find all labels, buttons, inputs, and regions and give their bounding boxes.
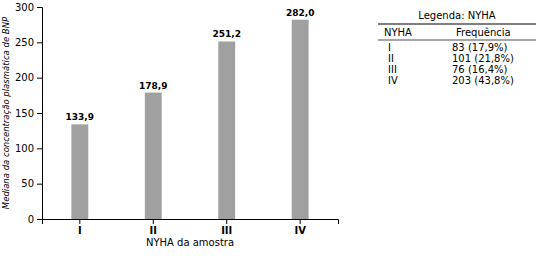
- bar: [292, 20, 309, 219]
- y-tick-mark: [37, 219, 42, 220]
- x-tick-label: III: [221, 225, 232, 236]
- bar: [71, 124, 88, 219]
- y-tick-mark: [37, 7, 42, 8]
- legend-cell: 203 (43,8%): [452, 75, 514, 86]
- y-tick-label: 200: [15, 72, 34, 83]
- legend-cell: II: [388, 53, 394, 64]
- data-label: 133,9: [66, 112, 94, 122]
- y-tick: 150: [15, 108, 42, 119]
- data-label: 282,0: [286, 8, 314, 18]
- y-tick: 100: [15, 143, 42, 154]
- legend-title: Legenda: NYHA: [418, 10, 496, 21]
- y-tick-mark: [37, 184, 42, 185]
- x-tick-label: IV: [294, 225, 306, 236]
- y-tick-label: 300: [15, 2, 34, 13]
- legend-cell: IV: [388, 75, 398, 86]
- data-label: 178,9: [139, 81, 167, 91]
- x-tick-label: I: [78, 225, 82, 236]
- y-axis-title: Mediana da concentração plasmática de BN…: [1, 16, 11, 209]
- y-tick: 0: [28, 214, 42, 225]
- legend-cell: 76 (16,4%): [452, 64, 508, 75]
- legend-cell: 83 (17,9%): [452, 42, 508, 53]
- bar: [145, 93, 162, 219]
- x-axis-line: [43, 220, 339, 225]
- rule: [378, 24, 536, 25]
- bars: [71, 20, 308, 219]
- y-tick: 50: [21, 178, 42, 189]
- y-tick-label: 150: [15, 108, 34, 119]
- y-tick-label: 100: [15, 143, 34, 154]
- legend-cell: III: [388, 64, 397, 75]
- x-axis-title: NYHA da amostra: [146, 237, 234, 248]
- y-tick-label: 250: [15, 37, 34, 48]
- data-label: 251,2: [212, 29, 240, 39]
- legend-cell: I: [388, 42, 391, 53]
- legend-table: Legenda: NYHA NYHA Frequência I 83 (17,9%) II…: [378, 10, 536, 86]
- y-tick-label: 0: [28, 214, 34, 225]
- x-tick-mark: [79, 219, 80, 224]
- y-tick-mark: [37, 78, 42, 79]
- y-tick-mark: [37, 148, 42, 149]
- legend-cell: 101 (21,8%): [452, 53, 514, 64]
- y-tick-mark: [37, 113, 42, 114]
- y-axis-line: [37, 8, 43, 220]
- chart: 050100150200250300IIIIIIIV133,9178,9251,…: [0, 0, 552, 257]
- y-tick: 250: [15, 37, 42, 48]
- y-axis: 0 50 100 150 200 250 300: [15, 2, 43, 225]
- x-tick-mark: [153, 219, 154, 224]
- x-axis: IIIIIIIV: [43, 219, 339, 236]
- data-labels: 133,9 178,9 251,2 282,0: [66, 8, 315, 123]
- rule: [378, 40, 536, 41]
- x-tick: IV: [294, 219, 306, 236]
- x-tick-label: II: [150, 225, 157, 236]
- x-tick-mark: [226, 219, 227, 224]
- y-tick-label: 50: [21, 178, 34, 189]
- legend-header: Frequência: [456, 27, 511, 38]
- x-tick: III: [221, 219, 232, 236]
- y-tick: 200: [15, 72, 42, 83]
- y-tick-mark: [37, 42, 42, 43]
- y-tick: 300: [15, 2, 42, 13]
- legend-header: NYHA: [384, 27, 412, 38]
- bar: [218, 41, 235, 219]
- x-tick: I: [78, 219, 82, 236]
- x-tick-mark: [300, 219, 301, 224]
- x-tick: II: [150, 219, 157, 236]
